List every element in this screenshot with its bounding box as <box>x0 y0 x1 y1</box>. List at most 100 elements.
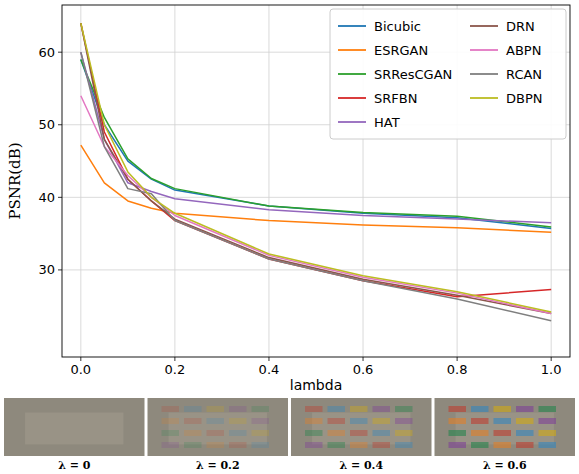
legend-label: DRN <box>506 19 535 34</box>
grid-line <box>62 197 570 198</box>
image-logo <box>305 406 323 412</box>
image-logo <box>494 442 512 448</box>
legend-label: ESRGAN <box>374 43 428 58</box>
legend-label: ABPN <box>506 43 541 58</box>
image-logo <box>539 442 557 448</box>
tick <box>551 357 552 361</box>
image-label: λ = 0.2 <box>196 459 240 472</box>
tick <box>58 269 62 270</box>
sample-image <box>435 398 576 456</box>
legend-label: Bicubic <box>374 19 421 34</box>
tick-label: 0.2 <box>165 362 186 377</box>
image-logo <box>516 430 534 436</box>
image-logo <box>395 442 413 448</box>
tick <box>58 124 62 125</box>
image-logo <box>350 442 368 448</box>
image-logo <box>162 406 180 412</box>
image-blur <box>312 413 410 445</box>
image-logo <box>229 430 247 436</box>
legend-swatch <box>338 49 366 51</box>
image-logo <box>516 442 534 448</box>
sample-image <box>148 398 289 456</box>
image-logo <box>395 406 413 412</box>
legend-swatch <box>338 25 366 27</box>
legend-label: RCAN <box>506 67 542 82</box>
image-logo <box>373 406 391 412</box>
tick-label: 0.0 <box>70 362 91 377</box>
image-logo <box>252 406 270 412</box>
image-logo <box>449 406 467 412</box>
legend: BicubicESRGANSRResCGANSRFBNHATDRNABPNRCA… <box>330 9 566 139</box>
image-label: λ = 0 <box>58 459 91 472</box>
image-logo <box>449 430 467 436</box>
image-logo <box>207 406 225 412</box>
image-label: λ = 0.4 <box>339 459 383 472</box>
tick-label: 50 <box>38 117 55 132</box>
image-background <box>435 398 576 456</box>
y-axis-title: PSNR(dB) <box>6 142 24 219</box>
image-logo <box>184 430 202 436</box>
image-logo <box>229 418 247 424</box>
tick <box>80 357 81 361</box>
image-logo <box>184 406 202 412</box>
image-logo <box>350 406 368 412</box>
tick <box>58 52 62 53</box>
grid-line <box>174 5 175 357</box>
image-logo <box>305 418 323 424</box>
image-logo <box>162 442 180 448</box>
image-logo <box>539 418 557 424</box>
figure: 0.00.20.40.60.81.030405060lambdaPSNR(dB)… <box>0 0 579 474</box>
image-logo <box>449 442 467 448</box>
image-logo <box>328 442 346 448</box>
image-background <box>4 398 145 456</box>
legend-swatch <box>338 121 366 123</box>
plot-background <box>62 5 570 357</box>
legend-label: HAT <box>374 115 400 130</box>
image-logo <box>305 430 323 436</box>
image-logo <box>471 442 489 448</box>
image-logo <box>229 406 247 412</box>
image-logo <box>494 406 512 412</box>
tick-label: 0.8 <box>447 362 468 377</box>
image-logo <box>328 430 346 436</box>
legend-swatch <box>338 97 366 99</box>
image-logo <box>516 406 534 412</box>
image-logo <box>494 418 512 424</box>
tick-label: 1.0 <box>541 362 562 377</box>
image-background <box>291 398 432 456</box>
tick-label: 0.4 <box>259 362 280 377</box>
tick <box>58 197 62 198</box>
image-logo <box>373 418 391 424</box>
image-logo <box>471 418 489 424</box>
x-axis-title: lambda <box>290 377 342 393</box>
tick <box>457 357 458 361</box>
tick <box>174 357 175 361</box>
image-logo <box>539 430 557 436</box>
image-logo <box>350 430 368 436</box>
tick <box>363 357 364 361</box>
image-logo <box>207 442 225 448</box>
grid-line <box>268 5 269 357</box>
legend-label: SRFBN <box>374 91 417 106</box>
legend-box <box>330 9 566 139</box>
image-blur <box>456 413 554 445</box>
image-logo <box>305 442 323 448</box>
tick-label: 40 <box>38 190 55 205</box>
image-background <box>148 398 289 456</box>
image-logo <box>539 406 557 412</box>
image-logo <box>328 418 346 424</box>
image-logo <box>207 418 225 424</box>
image-logo <box>252 418 270 424</box>
sample-image <box>291 398 432 456</box>
image-logo <box>395 418 413 424</box>
tick <box>268 357 269 361</box>
legend-swatch <box>338 73 366 75</box>
image-logo <box>162 418 180 424</box>
image-logo <box>162 430 180 436</box>
image-logo <box>184 442 202 448</box>
image-logo <box>516 418 534 424</box>
image-logo <box>471 430 489 436</box>
image-logo <box>494 430 512 436</box>
image-blur <box>169 413 267 445</box>
sample-image <box>4 398 145 456</box>
